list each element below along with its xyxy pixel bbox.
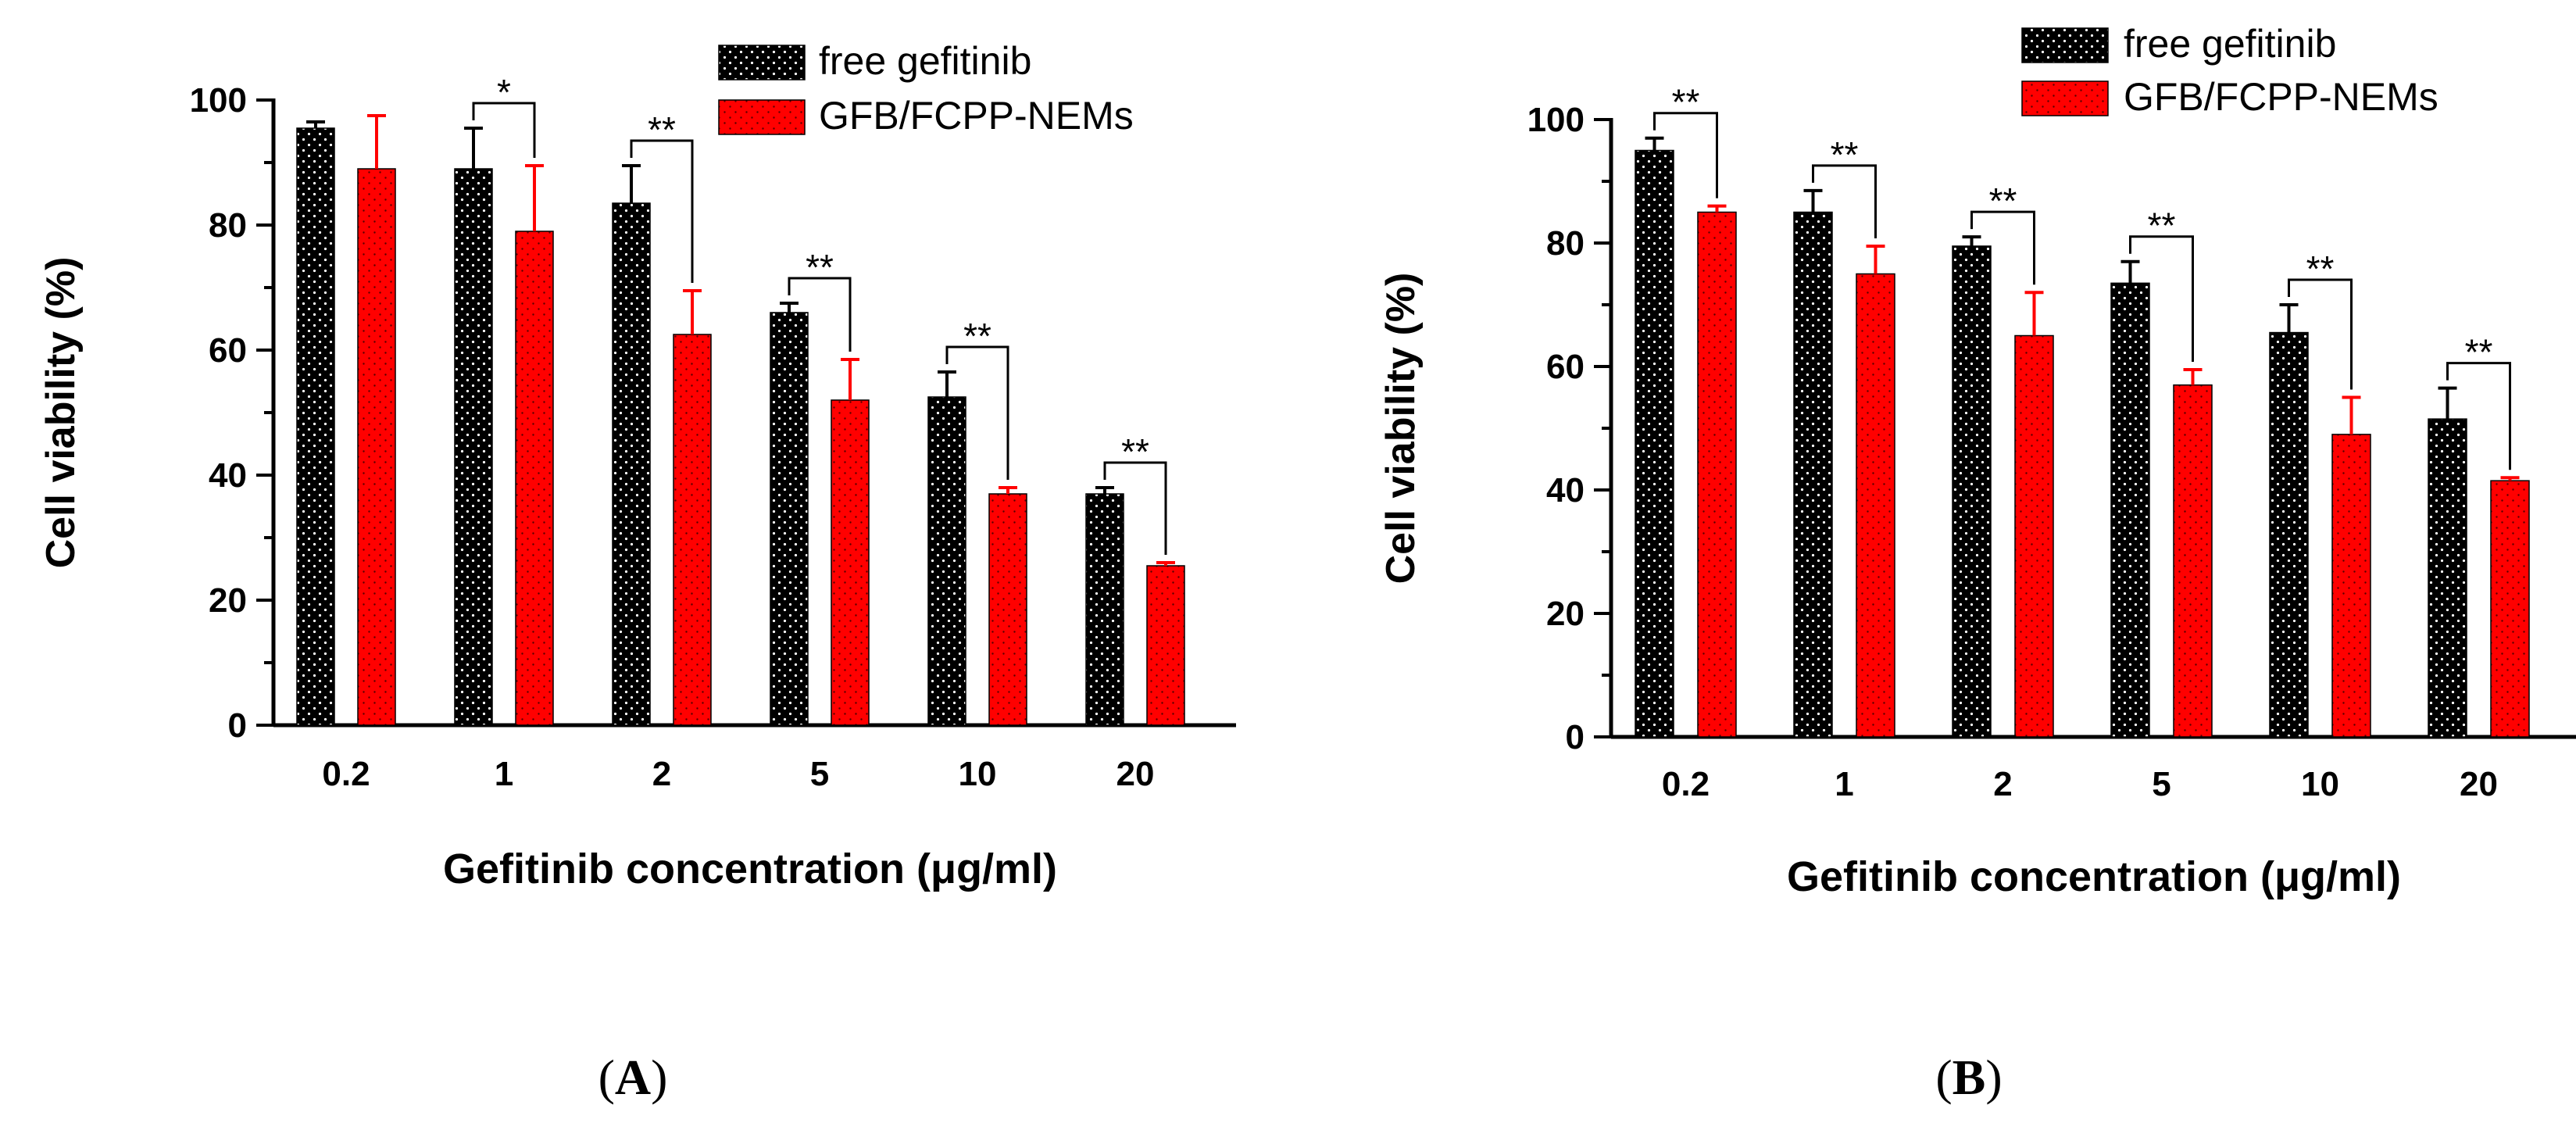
significance-bracket bbox=[1653, 112, 1718, 198]
bar-free-gefitinib bbox=[770, 312, 809, 726]
y-tick-label: 20 bbox=[209, 581, 247, 620]
significance-bracket bbox=[788, 277, 852, 352]
y-axis-title: Cell viability (%) bbox=[38, 257, 84, 569]
bar-free-gefitinib bbox=[1952, 245, 1992, 738]
significance-label: ** bbox=[1672, 82, 1700, 123]
bar-gfb-fcpp-nems bbox=[2014, 334, 2054, 738]
y-tick-label: 40 bbox=[1546, 471, 1585, 510]
significance-bracket bbox=[472, 102, 536, 158]
chart-panel-a: 0 20 40 60 80 100 Cell viability (%) Gefitinib … bbox=[38, 39, 1236, 1105]
bar-gfb-fcpp-nems bbox=[1856, 273, 1895, 738]
bar-free-gefitinib bbox=[927, 396, 966, 726]
x-tick-label: 1 bbox=[495, 755, 513, 793]
significance-label: ** bbox=[1989, 181, 2017, 221]
significance-label: ** bbox=[2465, 332, 2493, 373]
legend-label-gfb-fcpp-nems: GFB/FCPP-NEMs bbox=[819, 94, 1134, 138]
legend-swatch-gfb-fcpp-nems bbox=[2021, 80, 2109, 116]
significance-bracket bbox=[2288, 278, 2353, 390]
y-tick-label: 40 bbox=[209, 456, 247, 495]
significance-label: * bbox=[497, 72, 511, 113]
significance-bracket bbox=[945, 345, 1009, 480]
significance-bracket bbox=[1970, 210, 2035, 285]
x-tick-label: 2 bbox=[652, 755, 671, 793]
y-axis-title: Cell viability (%) bbox=[1378, 273, 1424, 585]
x-tick-label: 20 bbox=[1117, 755, 1155, 793]
y-tick-label: 0 bbox=[1566, 718, 1585, 756]
bar-free-gefitinib bbox=[454, 168, 493, 726]
significance-label: ** bbox=[1121, 431, 1149, 472]
panel-label: (B) bbox=[1935, 1049, 2002, 1105]
bar-gfb-fcpp-nems bbox=[2331, 434, 2371, 738]
bar-free-gefitinib bbox=[2269, 331, 2309, 738]
y-tick-label: 0 bbox=[228, 706, 247, 745]
significance-bracket bbox=[2129, 235, 2194, 362]
bar-gfb-fcpp-nems bbox=[988, 493, 1027, 726]
bar-free-gefitinib bbox=[2110, 282, 2150, 738]
bar-free-gefitinib bbox=[1793, 211, 1833, 738]
significance-label: ** bbox=[2148, 206, 2176, 246]
bar-gfb-fcpp-nems bbox=[831, 399, 870, 726]
legend-label-gfb-fcpp-nems: GFB/FCPP-NEMs bbox=[2124, 75, 2438, 119]
x-tick-label: 10 bbox=[2301, 765, 2339, 803]
x-tick-label: 5 bbox=[810, 755, 829, 793]
significance-label: ** bbox=[2306, 248, 2335, 289]
y-tick-label: 100 bbox=[190, 81, 247, 120]
significance-label: ** bbox=[806, 247, 834, 288]
y-tick-label: 80 bbox=[209, 206, 247, 245]
y-tick-label: 80 bbox=[1546, 224, 1585, 263]
bar-gfb-fcpp-nems bbox=[2490, 480, 2530, 738]
x-axis-title: Gefitinib concentration (μg/ml) bbox=[443, 846, 1057, 892]
significance-bracket bbox=[1812, 164, 1877, 238]
significance-label: ** bbox=[648, 109, 676, 150]
x-axis-title: Gefitinib concentration (μg/ml) bbox=[1787, 853, 2401, 900]
legend-swatch-free-gefitinib bbox=[2021, 27, 2109, 63]
legend-swatch-gfb-fcpp-nems bbox=[718, 99, 806, 135]
y-tick-label: 100 bbox=[1527, 101, 1585, 139]
significance-bracket bbox=[2446, 362, 2511, 470]
significance-label: ** bbox=[1831, 134, 1859, 175]
legend-label-free-gefitinib: free gefitinib bbox=[819, 39, 1031, 83]
bar-gfb-fcpp-nems bbox=[1697, 211, 1737, 738]
panel-label: (A) bbox=[598, 1049, 668, 1105]
x-tick-label: 10 bbox=[959, 755, 997, 793]
bar-free-gefitinib bbox=[1635, 149, 1674, 738]
bar-gfb-fcpp-nems bbox=[1146, 565, 1185, 726]
y-tick-label: 20 bbox=[1546, 595, 1585, 633]
legend-label-free-gefitinib: free gefitinib bbox=[2124, 22, 2336, 66]
significance-bracket bbox=[630, 139, 694, 283]
bar-free-gefitinib bbox=[296, 127, 335, 726]
legend-swatch-free-gefitinib bbox=[718, 45, 806, 80]
y-tick-label: 60 bbox=[209, 331, 247, 370]
x-tick-label: 0.2 bbox=[1662, 765, 1710, 803]
bar-free-gefitinib bbox=[612, 202, 651, 726]
x-tick-label: 20 bbox=[2460, 765, 2498, 803]
bar-gfb-fcpp-nems bbox=[2173, 384, 2213, 738]
bar-free-gefitinib bbox=[1085, 493, 1124, 726]
bar-gfb-fcpp-nems bbox=[515, 231, 554, 726]
bar-gfb-fcpp-nems bbox=[357, 168, 396, 726]
chart-panel-b: 0 20 40 60 80 100 Cell viability (%) Gefitinib … bbox=[1378, 22, 2576, 1105]
x-tick-label: 5 bbox=[2152, 765, 2170, 803]
x-tick-label: 1 bbox=[1835, 765, 1853, 803]
x-tick-label: 2 bbox=[1993, 765, 2012, 803]
bar-free-gefitinib bbox=[2428, 418, 2467, 738]
y-tick-label: 60 bbox=[1546, 348, 1585, 386]
bar-gfb-fcpp-nems bbox=[673, 334, 712, 726]
significance-bracket bbox=[1103, 461, 1167, 555]
x-tick-label: 0.2 bbox=[322, 755, 370, 793]
significance-label: ** bbox=[963, 316, 991, 356]
